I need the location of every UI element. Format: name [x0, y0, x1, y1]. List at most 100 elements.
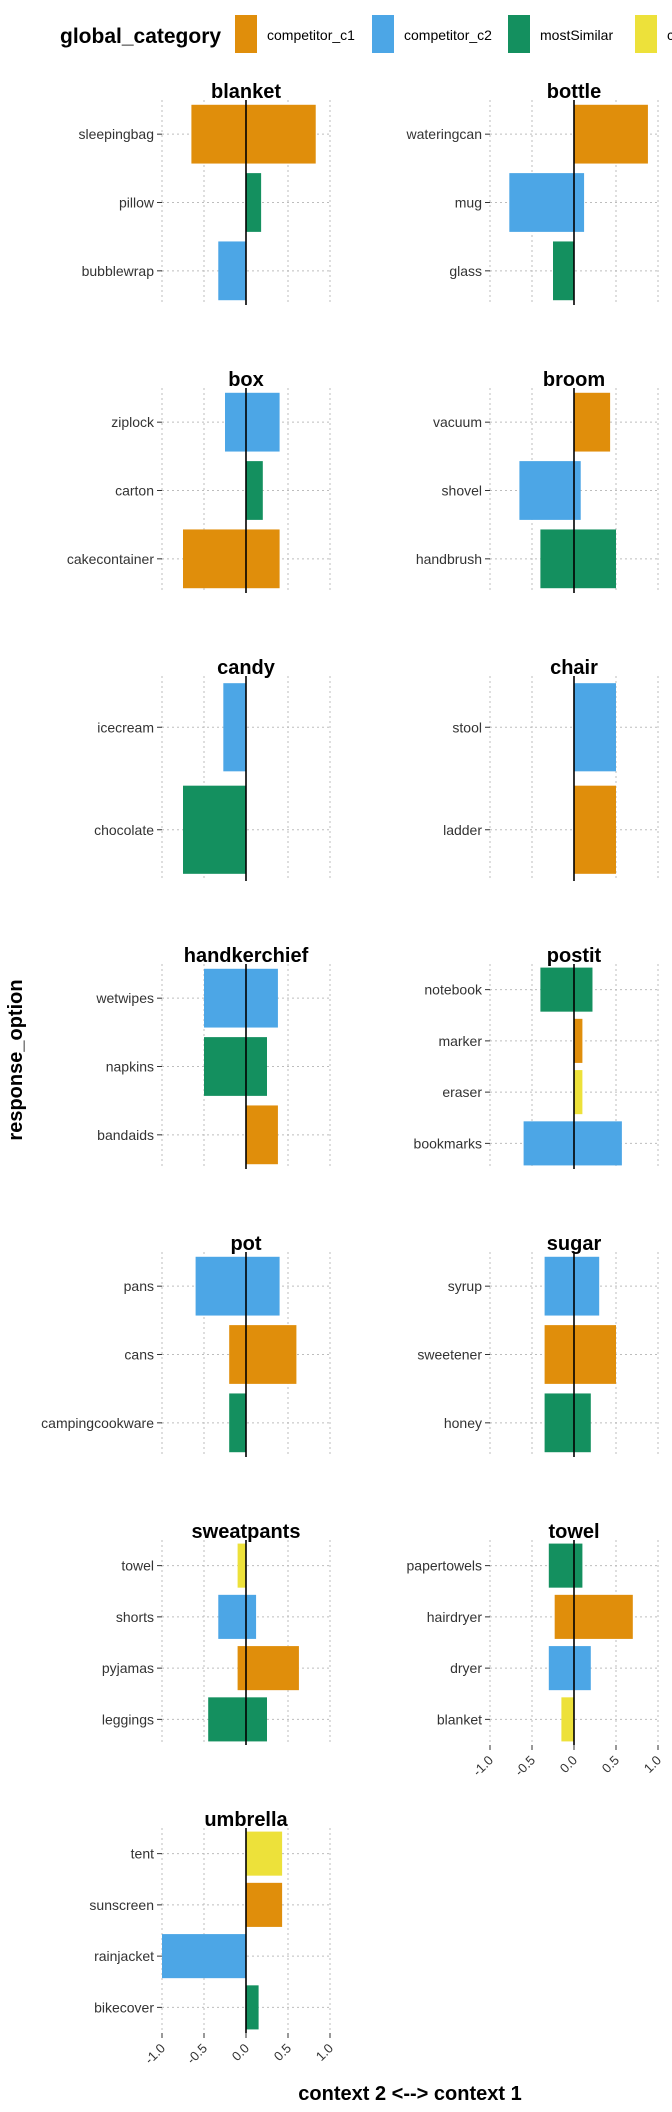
panel-title: box [228, 369, 264, 391]
panel-title: sugar [547, 1233, 602, 1255]
y-tick-label: hairdryer [427, 1609, 483, 1625]
bar-cans [229, 1325, 297, 1384]
panel-handkerchief: handkerchief wetwipes napkins bandaids [95, 945, 331, 1169]
bar-notebook [540, 967, 593, 1012]
y-tick-label: honey [444, 1415, 482, 1431]
x-tick-label: 0.5 [599, 1753, 622, 1776]
legend-key-competitor_c1 [235, 15, 257, 53]
panel-title: candy [217, 657, 276, 679]
bar-pyjamas [237, 1646, 299, 1691]
y-tick-label: napkins [106, 1059, 154, 1075]
panel-title: sweatpants [192, 1521, 301, 1543]
bar-glass [553, 241, 574, 301]
panel-title: chair [550, 657, 598, 679]
y-tick-label: carton [115, 483, 154, 499]
y-tick-label: icecream [97, 719, 154, 735]
legend-label-mostSimilar: mostSimilar [540, 27, 613, 43]
y-tick-label: leggings [102, 1711, 154, 1727]
legend: global_category competitor_c1 competitor_… [60, 15, 672, 53]
panel-pot: pot pans cans campingcookware [41, 1233, 331, 1457]
bar-bikecover [246, 1985, 259, 2030]
panel-title: postit [547, 945, 602, 967]
y-tick-label: eraser [442, 1084, 482, 1100]
bar-stool [574, 683, 616, 772]
bar-tent [246, 1831, 283, 1876]
y-tick-label: rainjacket [94, 1948, 154, 1964]
bar-pans [195, 1256, 280, 1316]
bar-napkins [204, 1037, 267, 1096]
panel-title: pot [230, 1233, 261, 1255]
y-tick-label: cans [124, 1347, 154, 1363]
x-tick-label: -0.5 [512, 1753, 538, 1779]
legend-title: global_category [60, 25, 221, 48]
y-tick-label: pillow [119, 195, 155, 211]
bar-rainjacket [162, 1934, 246, 1979]
bar-cakecontainer [183, 529, 280, 589]
bar-honey [544, 1393, 591, 1453]
x-axis-title: context 2 <--> context 1 [298, 2083, 521, 2105]
y-tick-label: bandaids [97, 1127, 154, 1143]
panel-title: towel [548, 1521, 599, 1543]
bar-towel [237, 1543, 246, 1588]
bar-campingcookware [229, 1393, 246, 1453]
panel-towel: towel papertowels hairdryer dryer blanket -1.… [407, 1521, 665, 1779]
y-tick-label: wateringcan [406, 126, 483, 142]
legend-key-c [635, 15, 657, 53]
panel-sugar: sugar syrup sweetener honey [417, 1233, 659, 1457]
y-tick-label: papertowels [407, 1558, 483, 1574]
bar-hairdryer [554, 1594, 633, 1639]
x-tick-label: 1.0 [313, 2041, 336, 2064]
y-tick-label: sunscreen [89, 1897, 154, 1913]
panel-chair: chair stool ladder [443, 657, 659, 881]
panel-bottle: bottle wateringcan mug glass [406, 81, 659, 305]
bar-ziplock [225, 392, 280, 452]
y-tick-label: mug [455, 195, 482, 211]
bar-bandaids [246, 1105, 278, 1165]
y-tick-label: sleepingbag [78, 126, 154, 142]
x-tick-label: -1.0 [142, 2041, 168, 2067]
y-tick-label: towel [121, 1558, 154, 1574]
bar-leggings [208, 1697, 267, 1742]
bar-pillow [246, 173, 262, 232]
panel-blanket: blanket sleepingbag pillow bubblewrap [78, 81, 331, 305]
y-tick-label: vacuum [433, 414, 482, 430]
y-tick-label: chocolate [94, 822, 154, 838]
y-tick-label: shovel [442, 483, 482, 499]
y-tick-label: shorts [116, 1609, 154, 1625]
bar-eraser [574, 1070, 583, 1115]
panel-sweatpants: sweatpants towel shorts pyjamas leggings [102, 1521, 331, 1745]
y-tick-label: tent [131, 1846, 154, 1862]
legend-key-mostSimilar [508, 15, 530, 53]
legend-label-c: c [667, 27, 672, 43]
panel-title: blanket [211, 81, 281, 103]
panel-title: handkerchief [184, 945, 309, 967]
bar-mug [509, 173, 585, 232]
bar-wateringcan [574, 104, 648, 164]
panel-title: bottle [547, 81, 601, 103]
bar-syrup [544, 1256, 600, 1316]
bar-sleepingbag [191, 104, 316, 164]
bar-carton [246, 461, 263, 520]
x-tick-label: 0.5 [271, 2041, 294, 2064]
y-tick-label: campingcookware [41, 1415, 154, 1431]
x-tick-label: -1.0 [470, 1753, 496, 1779]
bar-bubblewrap [218, 241, 246, 301]
y-tick-label: notebook [424, 982, 483, 998]
y-tick-label: wetwipes [95, 990, 154, 1006]
bar-handbrush [540, 529, 616, 589]
legend-label-competitor_c1: competitor_c1 [267, 27, 355, 43]
y-tick-label: blanket [437, 1711, 482, 1727]
legend-key-competitor_c2 [372, 15, 394, 53]
panel-broom: broom vacuum shovel handbrush [416, 369, 659, 593]
bar-bookmarks [523, 1121, 622, 1166]
panel-candy: candy icecream chocolate [94, 657, 331, 881]
y-tick-label: bookmarks [414, 1135, 482, 1151]
x-tick-label: -0.5 [184, 2041, 210, 2067]
y-tick-label: glass [449, 263, 482, 279]
y-tick-label: stool [452, 719, 482, 735]
y-tick-label: cakecontainer [67, 551, 155, 567]
x-tick-label: 0.0 [557, 1753, 580, 1776]
bar-marker [574, 1018, 583, 1063]
y-tick-label: handbrush [416, 551, 482, 567]
